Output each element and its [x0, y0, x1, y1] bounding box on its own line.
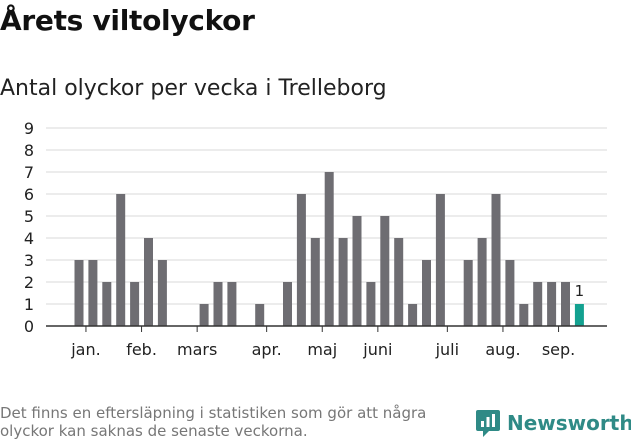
footnote: Det finns en eftersläpning i statistiken…: [0, 404, 427, 440]
y-tick-label: 5: [24, 207, 34, 226]
brand-name: Newsworthy: [507, 411, 631, 435]
x-tick-label: maj: [307, 340, 337, 359]
y-tick-label: 1: [24, 295, 34, 314]
bar-chart: 0 1 2 3 4 5 6 7 8 9 1 jan. feb. mars apr. maj juni juli au…: [24, 119, 607, 359]
y-tick-label: 2: [24, 273, 34, 292]
x-tick-label: mars: [177, 340, 217, 359]
bar: [380, 216, 390, 326]
bar: [408, 304, 418, 326]
bar: [74, 260, 84, 326]
bar: [422, 260, 431, 326]
bar: [477, 238, 487, 326]
bar: [463, 260, 473, 326]
y-tick-label: 3: [24, 251, 34, 270]
bar: [533, 282, 543, 326]
bar: [144, 238, 153, 326]
y-tick-label: 0: [24, 317, 34, 336]
chart-title: Årets viltolyckor: [0, 4, 255, 37]
bar: [157, 260, 167, 326]
x-tick-label: apr.: [252, 340, 282, 359]
bar: [519, 304, 529, 326]
bar: [199, 304, 209, 326]
chart-subtitle: Antal olyckor per vecka i Trelleborg: [0, 76, 387, 101]
bar: [505, 260, 515, 326]
x-tick-label: juni: [362, 340, 392, 359]
x-tick-label: sep.: [542, 340, 575, 359]
bar: [366, 282, 376, 326]
x-tick-label: juli: [435, 340, 459, 359]
bar: [213, 282, 223, 326]
bar: [130, 282, 140, 326]
brand-logo[interactable]: Newsworthy: [475, 408, 631, 438]
bar: [491, 194, 501, 326]
y-tick-label: 9: [24, 119, 34, 138]
bar: [102, 282, 112, 326]
bar: [283, 282, 292, 326]
y-tick-label: 7: [24, 163, 34, 182]
bar: [255, 304, 265, 326]
x-tick-label: jan.: [70, 340, 100, 359]
y-tick-label: 4: [24, 229, 34, 248]
x-tick-label: aug.: [485, 340, 520, 359]
bar: [435, 194, 445, 326]
bar: [88, 260, 98, 326]
bar: [324, 172, 334, 326]
y-tick-label: 8: [24, 141, 34, 160]
bar: [310, 238, 320, 326]
bar: [227, 282, 237, 326]
bar: [352, 216, 362, 326]
x-tick-label: feb.: [126, 340, 157, 359]
bar: [561, 282, 570, 326]
bar: [296, 194, 306, 326]
y-tick-label: 6: [24, 185, 34, 204]
newsworthy-logo-icon: [476, 410, 500, 437]
bar: [116, 194, 126, 326]
bar-data-label: 1: [575, 282, 585, 300]
bar: [394, 238, 404, 326]
bar-highlight: [574, 304, 584, 326]
bar: [338, 238, 348, 326]
bar: [547, 282, 557, 326]
